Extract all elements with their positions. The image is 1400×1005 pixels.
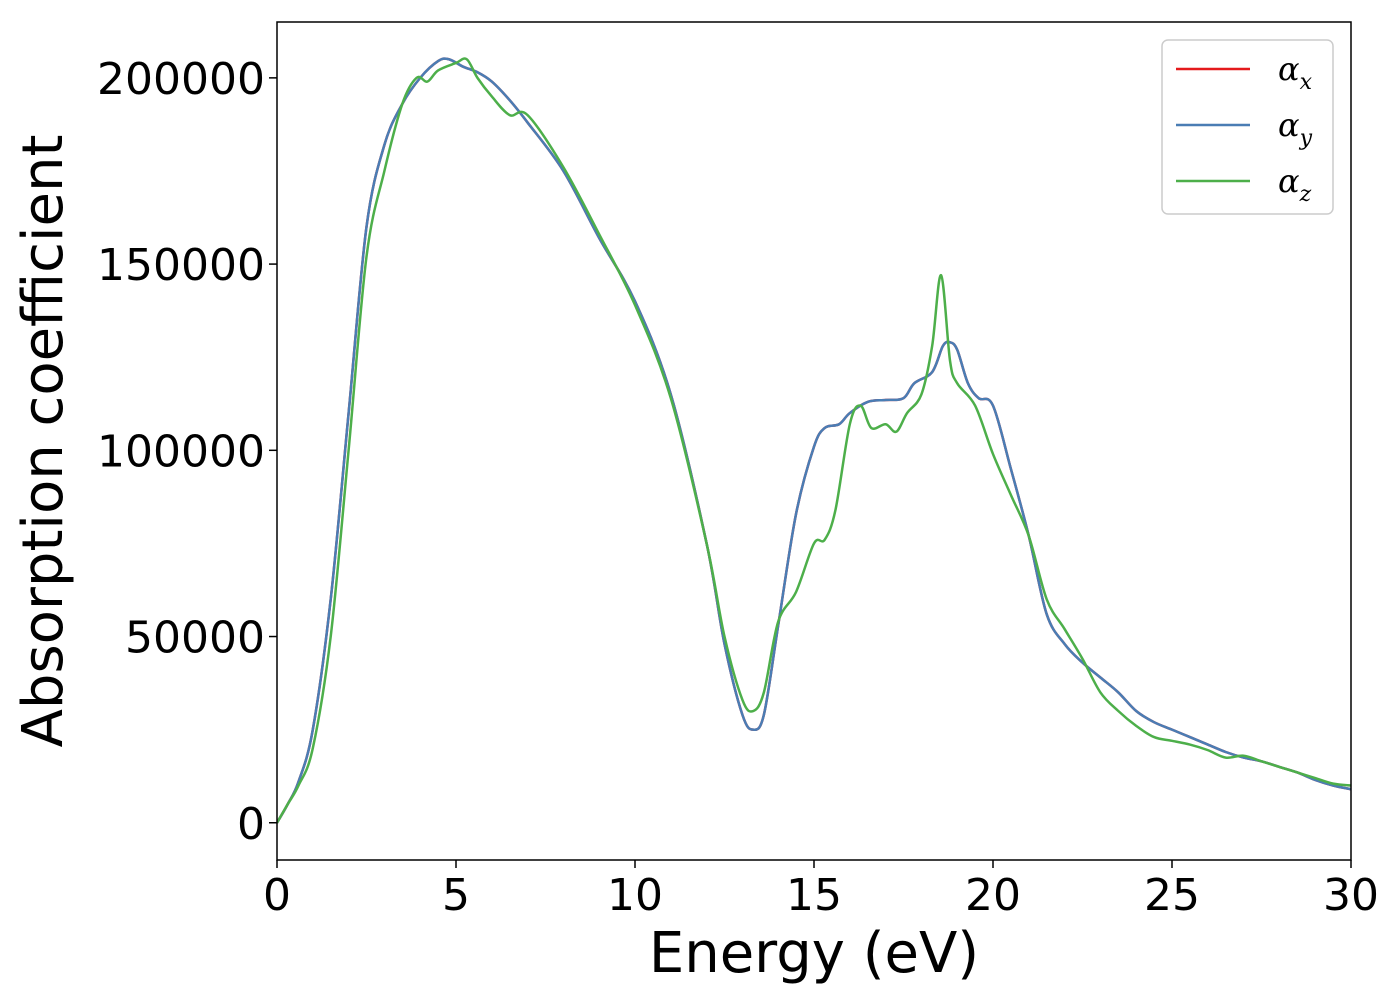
legend-label-x: αx	[1278, 50, 1313, 95]
legend-label-base: α	[1278, 106, 1300, 144]
x-tick-label: 10	[607, 870, 663, 921]
legend-label-sub: z	[1299, 182, 1312, 207]
series-layer	[277, 57, 1351, 824]
series-line-y	[277, 57, 1351, 824]
y-tick-label: 50000	[125, 613, 265, 664]
x-tick-label: 5	[442, 870, 470, 921]
x-tick-label: 20	[965, 870, 1021, 921]
legend-label-base: α	[1278, 50, 1300, 88]
y-axis: 0 50000 100000 150000 200000	[97, 54, 277, 850]
x-axis-title: Energy (eV)	[649, 921, 979, 986]
y-tick-label: 100000	[97, 426, 265, 477]
x-tick-label: 25	[1144, 870, 1200, 921]
legend-label-z: αz	[1278, 162, 1312, 207]
series-line-z	[277, 57, 1351, 824]
x-tick-label: 30	[1323, 870, 1379, 921]
y-tick-label: 200000	[97, 54, 265, 105]
legend-label-sub: y	[1299, 126, 1313, 151]
legend-label-base: α	[1278, 162, 1300, 200]
legend-frame	[1161, 39, 1334, 215]
x-tick-label: 0	[263, 870, 291, 921]
y-tick-label: 0	[237, 799, 265, 850]
x-axis: 0 5 10 15 20 25 30	[263, 860, 1379, 921]
legend-label-sub: x	[1300, 70, 1313, 95]
legend-label-y: αy	[1278, 106, 1313, 151]
y-axis-title: Absorption coefficient	[11, 135, 76, 748]
x-tick-label: 15	[786, 870, 842, 921]
y-tick-label: 150000	[97, 240, 265, 291]
